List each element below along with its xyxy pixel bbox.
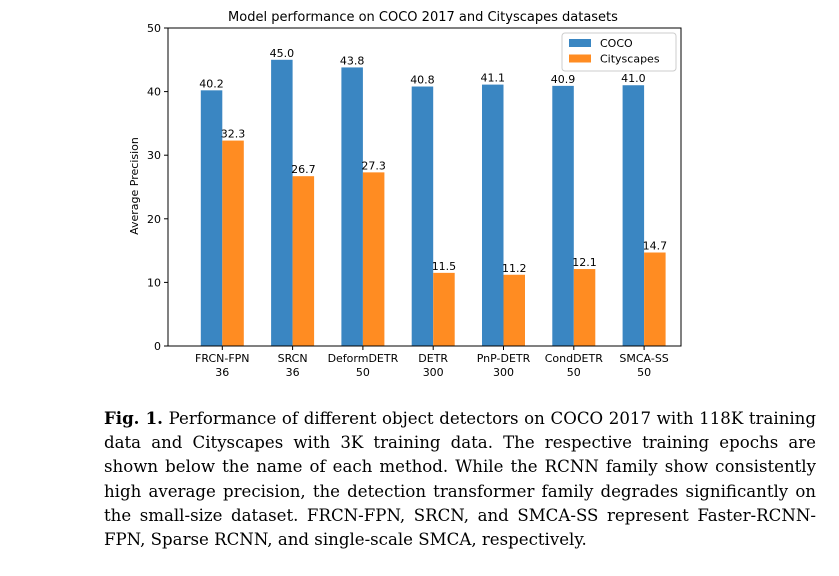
- bar-cityscapes-smca-ss: [644, 252, 666, 346]
- data-label-cityscapes-smca-ss: 14.7: [643, 240, 668, 253]
- bar-coco-srcn: [271, 59, 293, 347]
- data-label-cityscapes-detr: 11.5: [432, 260, 457, 273]
- x-tick-label: SMCA-SS: [619, 352, 668, 365]
- axes-frame: [167, 27, 682, 347]
- y-axis-label: Average Precision: [128, 137, 141, 235]
- x-tick-label: SRCN: [278, 352, 308, 365]
- y-tick-label: 0: [154, 340, 161, 353]
- x-tick-epochs: 36: [286, 366, 300, 379]
- bar-cityscapes-conddetr: [573, 269, 596, 346]
- data-label-cityscapes-frcn-fpn: 32.3: [221, 128, 246, 141]
- chart-title: Model performance on COCO 2017 and Citys…: [228, 10, 618, 25]
- bar-coco-deformdetr: [341, 67, 363, 346]
- x-tick-epochs: 50: [356, 366, 370, 379]
- caption-text: Performance of different object detector…: [104, 409, 816, 550]
- y-tick-label: 10: [147, 276, 161, 289]
- bar-coco-frcn-fpn: [200, 90, 223, 346]
- figure-caption: Fig. 1. Performance of different object …: [104, 406, 816, 552]
- legend-label-cityscapes: Cityscapes: [600, 53, 660, 66]
- x-tick-epochs: 50: [567, 366, 581, 379]
- data-label-coco-pnp-detr: 41.1: [481, 72, 506, 85]
- bar-cityscapes-srcn: [292, 176, 315, 346]
- legend-swatch-cityscapes: [569, 54, 591, 63]
- bar-cityscapes-pnp-detr: [503, 274, 525, 346]
- data-label-coco-frcn-fpn: 40.2: [199, 77, 224, 90]
- data-label-coco-conddetr: 40.9: [551, 73, 576, 86]
- x-tick-label: PnP-DETR: [477, 352, 531, 365]
- x-tick-epochs: 300: [493, 366, 514, 379]
- data-label-coco-smca-ss: 41.0: [621, 72, 646, 85]
- y-tick-label: 20: [147, 213, 161, 226]
- x-tick-label: DeformDETR: [328, 352, 399, 365]
- bar-coco-smca-ss: [622, 85, 645, 347]
- bar-cityscapes-frcn-fpn: [222, 140, 244, 346]
- x-tick-epochs: 300: [423, 366, 444, 379]
- x-tick-label: DETR: [418, 352, 448, 365]
- caption-label: Fig. 1.: [104, 408, 163, 428]
- data-label-coco-srcn: 45.0: [270, 47, 295, 60]
- bar-chart: Model performance on COCO 2017 and Citys…: [128, 10, 682, 379]
- data-label-cityscapes-deformdetr: 27.3: [361, 159, 386, 172]
- bar-cityscapes-detr: [433, 272, 455, 346]
- x-tick-label: CondDETR: [545, 352, 604, 365]
- bar-coco-conddetr: [552, 85, 574, 346]
- plot-area: 40.232.3FRCN-FPN3645.026.7SRCN3643.827.3…: [147, 22, 682, 379]
- bar-cityscapes-deformdetr: [362, 172, 385, 346]
- x-tick-label: FRCN-FPN: [195, 352, 250, 365]
- data-label-coco-deformdetr: 43.8: [340, 54, 365, 67]
- y-tick-label: 40: [147, 86, 161, 99]
- bar-coco-pnp-detr: [482, 84, 504, 346]
- data-label-coco-detr: 40.8: [410, 74, 435, 87]
- x-tick-epochs: 50: [637, 366, 651, 379]
- data-label-cityscapes-srcn: 26.7: [291, 163, 316, 176]
- bar-coco-detr: [411, 86, 434, 347]
- x-tick-epochs: 36: [215, 366, 229, 379]
- y-tick-label: 30: [147, 149, 161, 162]
- data-label-cityscapes-conddetr: 12.1: [572, 256, 597, 269]
- legend-label-coco: COCO: [600, 37, 633, 50]
- y-tick-label: 50: [147, 22, 161, 35]
- data-label-cityscapes-pnp-detr: 11.2: [502, 262, 527, 275]
- legend-swatch-coco: [569, 39, 591, 47]
